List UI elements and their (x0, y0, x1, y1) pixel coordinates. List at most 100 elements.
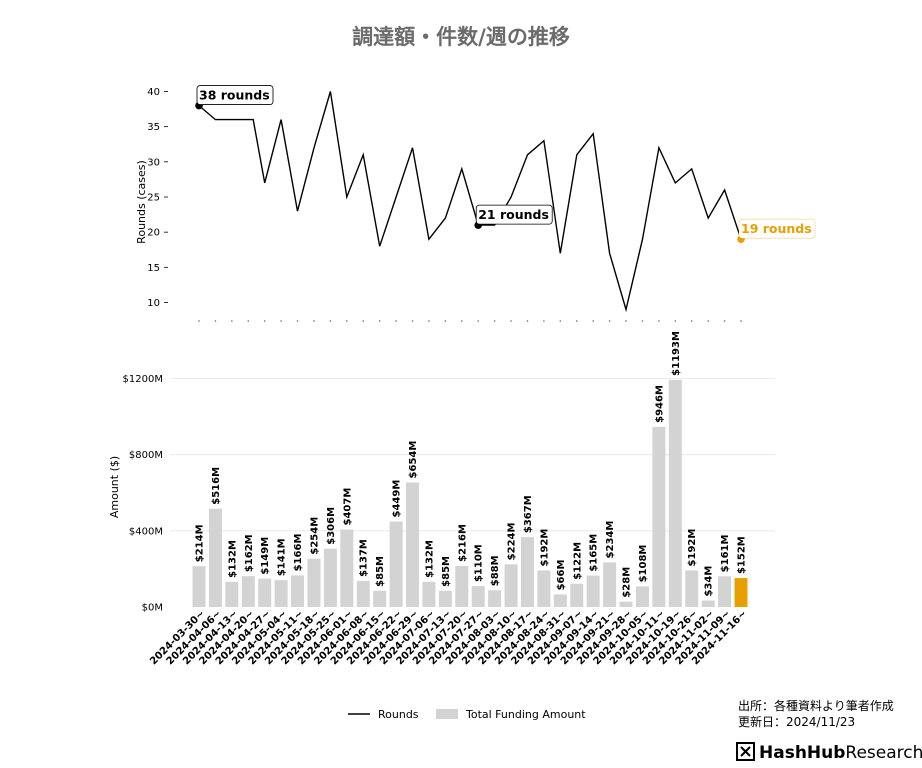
rounds-x-tick-dot (231, 320, 233, 322)
rounds-line-chart: Rounds (cases) 10 15 20 25 30 35 40 38 rounds 2… (135, 85, 816, 322)
rounds-y-tick-label: 40 (147, 87, 160, 98)
funding-bar-value-label: $34M (704, 566, 715, 597)
rounds-x-tick-dot (674, 320, 677, 322)
funding-bar-value-label: $224M (507, 523, 518, 561)
funding-y-tick-label: $800M (129, 450, 163, 461)
rounds-y-tick-label: 20 (147, 228, 160, 239)
funding-bar-value-label: $108M (638, 545, 649, 583)
rounds-x-tick-dot (296, 320, 299, 322)
svg-text:HashHubResearch: HashHubResearch (759, 743, 922, 763)
funding-bar-value-label: $161M (720, 535, 731, 573)
funding-bar (340, 529, 354, 607)
rounds-x-tick-dot (198, 320, 200, 322)
funding-bar-chart: Amount ($) $0M $400M $800M $1200M $214M $516… (108, 331, 775, 667)
funding-bar (603, 562, 617, 607)
funding-bar (291, 575, 305, 607)
legend: Rounds Total Funding Amount (348, 708, 586, 721)
funding-bar-value-label: $149M (260, 537, 271, 575)
chart-title: 調達額・件数/週の推移 (352, 24, 570, 49)
funding-bar (701, 600, 715, 607)
funding-bar (323, 548, 337, 607)
funding-bar (668, 379, 682, 607)
rounds-x-tick-dot (460, 320, 463, 322)
funding-bar (422, 581, 436, 607)
rounds-x-tick-dot (346, 320, 348, 322)
rounds-y-tick-label: 35 (147, 122, 160, 133)
rounds-x-tick-dot (592, 320, 594, 322)
legend-funding-swatch (436, 709, 458, 719)
brand-logo: HashHubResearch (736, 742, 922, 763)
rounds-x-tick-dot (641, 320, 644, 322)
funding-bar (635, 586, 649, 607)
annotation-label: 21 rounds (478, 207, 549, 222)
funding-bar (192, 566, 206, 607)
funding-bar-value-label: $88M (490, 555, 501, 586)
funding-bar-value-label: $367M (523, 495, 534, 533)
rounds-x-tick-dot (559, 320, 562, 322)
annotation-box (738, 218, 816, 239)
funding-bar-value-label: $152M (737, 536, 748, 574)
funding-bar-value-label: $254M (309, 517, 320, 555)
brand-name-regular: Research (845, 743, 922, 763)
funding-bar-value-label: $654M (408, 441, 419, 479)
funding-bar-value-label: $192M (539, 529, 550, 567)
rounds-line (198, 91, 742, 313)
rounds-x-tick-dot (280, 320, 282, 322)
legend-rounds-label: Rounds (378, 708, 419, 721)
funding-bar (718, 576, 732, 607)
funding-bar-value-label: $122M (572, 542, 583, 580)
funding-bar-value-label: $165M (589, 534, 600, 572)
funding-bar-value-label: $407M (342, 488, 353, 526)
rounds-x-tick-dot (214, 320, 217, 322)
funding-bar-value-label: $141M (277, 538, 288, 576)
funding-bar-value-label: $162M (244, 534, 255, 572)
funding-bar (438, 590, 452, 607)
annotation-label: 19 rounds (741, 221, 812, 236)
rounds-y-tick-label: 25 (147, 193, 160, 204)
rounds-x-tick-dot (575, 320, 578, 322)
rounds-x-tick-dot (477, 320, 480, 322)
funding-bar (570, 583, 584, 607)
funding-bar-value-label: $214M (195, 524, 206, 562)
funding-y-axis-label: Amount ($) (108, 456, 121, 518)
rounds-x-tick-dot (510, 320, 512, 322)
funding-bar-value-label: $132M (424, 540, 435, 578)
funding-bar-value-label: $192M (687, 529, 698, 567)
rounds-y-axis-label: Rounds (cases) (135, 160, 148, 244)
rounds-x-tick-dot (658, 320, 660, 322)
rounds-x-tick-dot (444, 320, 447, 322)
rounds-x-tick-dot (263, 320, 266, 322)
funding-bar (258, 578, 272, 607)
legend-funding-label: Total Funding Amount (465, 708, 586, 721)
funding-bar-value-label: $132M (227, 540, 238, 578)
rounds-x-tick-dot (723, 320, 726, 322)
rounds-x-tick-dot (526, 320, 529, 322)
rounds-x-tick-dot (493, 320, 496, 322)
rounds-x-tick-dot (608, 320, 611, 322)
rounds-x-tick-dot (543, 320, 545, 322)
funding-bar-value-label: $66M (556, 560, 567, 591)
funding-bar-value-label: $449M (392, 480, 403, 518)
funding-bar-value-label: $28M (622, 567, 633, 598)
rounds-x-tick-dot (411, 320, 414, 322)
funding-bar-value-label: $516M (211, 467, 222, 505)
updated-date: 更新日：2024/11/23 (738, 714, 855, 729)
annotation-box (475, 204, 553, 225)
rounds-x-tick-dot (690, 320, 693, 322)
funding-bar (373, 590, 387, 607)
rounds-y-tick-label: 30 (147, 157, 160, 168)
funding-y-tick-label: $0M (142, 603, 163, 614)
funding-bar (274, 580, 288, 607)
funding-bar (356, 580, 370, 607)
rounds-x-tick-dot (625, 320, 627, 322)
funding-bar (520, 537, 534, 607)
funding-bar (652, 426, 666, 607)
funding-bar (488, 590, 502, 607)
funding-bar-value-label: $1193M (671, 331, 682, 376)
funding-bar (553, 594, 567, 607)
funding-bar (504, 564, 518, 607)
rounds-x-tick-dot (740, 320, 742, 322)
funding-bar (307, 558, 321, 607)
funding-bar (406, 482, 420, 607)
funding-bar-value-label: $166M (293, 534, 304, 572)
